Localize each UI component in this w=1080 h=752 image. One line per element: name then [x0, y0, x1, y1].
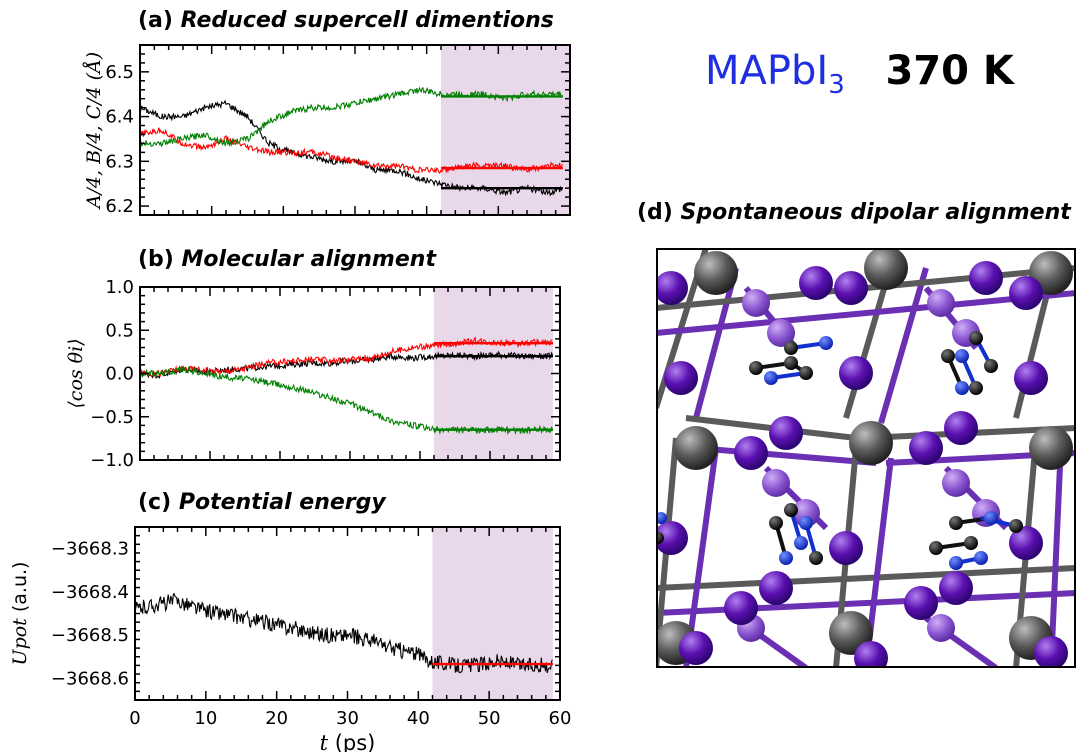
y-tick-label-a-0: 6.2	[105, 196, 134, 217]
y-tick-label-a-1: 6.3	[105, 151, 134, 172]
y-tick-label-b-2: 0.0	[105, 364, 134, 385]
y-axis-unit-c: (a.u.)	[9, 562, 31, 613]
y-tick-label-a-3: 6.5	[105, 62, 134, 83]
molecule-1	[749, 336, 833, 385]
y-axis-label-a: A/4, B/4, C/4 (Å)	[83, 52, 105, 210]
x-axis-unit: (ps)	[335, 731, 376, 752]
panel-c-tag: (c)	[138, 490, 172, 515]
chart-c: −3668.6 −3668.5 −3668.4 −3668.3 0 10 20 30 40 50 6…	[9, 526, 572, 752]
series-a-black-trace	[139, 99, 563, 197]
x-tick-label-c-1: 10	[194, 708, 217, 729]
y-axis-label-c: Upot (a.u.)	[9, 562, 31, 666]
panel-a-tag: (a)	[138, 8, 173, 33]
shaded-region-c	[432, 527, 553, 700]
x-tick-label-c-4: 40	[407, 708, 430, 729]
x-tick-label-c-6: 60	[549, 708, 572, 729]
x-tick-label-c-3: 30	[336, 708, 359, 729]
compound-label: MAPbI3	[705, 48, 845, 100]
y-tick-label-c-0: −3668.6	[51, 668, 129, 689]
iodine-atoms-front	[656, 261, 1068, 668]
figure-header: MAPbI3 370 K	[705, 48, 1014, 100]
y-tick-label-b-1: −0.5	[90, 407, 134, 428]
x-axis-variable: t	[320, 731, 335, 752]
panel-d-tag: (d)	[637, 200, 673, 225]
panel-c-title: (c) Potential energy	[138, 490, 386, 515]
x-axis-label-c: t (ps)	[320, 731, 376, 752]
y-tick-label-c-2: −3668.4	[51, 582, 129, 603]
panel-b-title: (b) Molecular alignment	[138, 247, 436, 272]
x-tick-label-c-5: 50	[478, 708, 501, 729]
molecule-3	[769, 503, 823, 565]
panel-d-title: (d) Spontaneous dipolar alignment	[637, 200, 1071, 225]
panel-a-title: (a) Reduced supercell dimentions	[138, 8, 554, 33]
crystal-structure-illustration	[656, 248, 1076, 668]
molecule-4	[929, 511, 1023, 570]
y-tick-label-b-3: 0.5	[105, 320, 134, 341]
x-tick-label-c-2: 20	[265, 708, 288, 729]
y-tick-label-a-2: 6.4	[105, 107, 134, 128]
y-tick-label-c-3: −3668.3	[51, 539, 129, 560]
series-a-red-trace	[139, 127, 563, 175]
structure-frame	[656, 248, 1076, 668]
chart-a: 6.2 6.3 6.4 6.5A/4, B/4, C/4 (Å)	[83, 44, 571, 217]
y-tick-label-b-4: 1.0	[105, 277, 134, 298]
compound-subscript: 3	[828, 70, 845, 100]
chart-b: −1.0 −0.5 0.0 0.5 1.0 ⟨cos θi⟩	[65, 277, 561, 471]
panel-b-tag: (b)	[138, 247, 174, 272]
panel-d-title-text: Spontaneous dipolar alignment	[680, 200, 1071, 225]
panel-a-title-text: Reduced supercell dimentions	[180, 8, 554, 33]
panel-b-title-text: Molecular alignment	[181, 247, 436, 272]
panel-c-title-text: Potential energy	[178, 490, 386, 515]
iodine-atoms-back	[737, 289, 1000, 642]
series-c-black-trace	[134, 592, 553, 674]
temperature-label: 370 K	[885, 48, 1014, 94]
molecule-2	[941, 331, 998, 395]
y-axis-label-b: ⟨cos θi⟩	[65, 338, 87, 408]
y-tick-label-b-0: −1.0	[90, 450, 134, 471]
x-tick-label-c-0: 0	[129, 708, 140, 729]
y-tick-label-c-1: −3668.5	[51, 625, 129, 646]
